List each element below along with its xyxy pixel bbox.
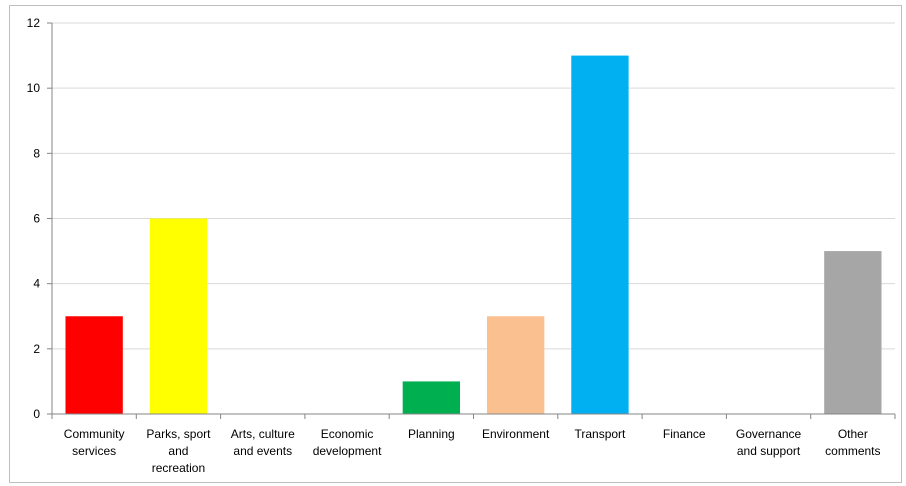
x-tick-label-line: Finance <box>663 427 706 441</box>
y-tick-label: 10 <box>27 81 41 95</box>
bar <box>486 316 545 414</box>
x-tick-label: Parks, sport and recreation <box>146 427 211 475</box>
x-tick-label: Economic development <box>313 427 382 458</box>
x-tick-label-line: Environment <box>482 427 550 441</box>
y-tick-label: 4 <box>33 277 40 291</box>
x-tick-label: Community services <box>64 427 125 458</box>
y-tick-label: 0 <box>33 407 40 421</box>
x-tick-label-line: services <box>72 444 116 458</box>
x-tick-label-line: Planning <box>408 427 455 441</box>
y-tick-label: 2 <box>33 342 40 356</box>
x-tick-label-line: comments <box>825 444 880 458</box>
bar <box>402 381 461 414</box>
x-tick-label: Other comments <box>825 427 880 458</box>
x-tick-label-line: Arts, culture <box>231 427 295 441</box>
x-tick-label-line: Transport <box>574 427 626 441</box>
x-tick-label: Finance <box>663 427 706 441</box>
bar <box>824 251 882 414</box>
y-axis-ticks: 0 2 4 6 8 10 12 <box>27 16 52 421</box>
x-tick-label: Planning <box>408 427 455 441</box>
y-tick-label: 6 <box>33 212 40 226</box>
x-tick-label-line: development <box>313 444 382 458</box>
x-tick-label: Environment <box>482 427 550 441</box>
bars <box>65 55 882 414</box>
x-tick-label: Governance and support <box>736 427 802 458</box>
y-tick-label: 12 <box>27 16 41 30</box>
x-tick-label-line: Parks, sport <box>146 427 211 441</box>
x-tick-label-line: Other <box>838 427 868 441</box>
bar <box>571 55 629 414</box>
x-tick-label-line: recreation <box>152 461 205 475</box>
bar <box>149 218 208 414</box>
x-tick-label-line: Governance <box>736 427 802 441</box>
x-tick-label-line: Community <box>64 427 125 441</box>
x-tick-label-line: Economic <box>321 427 374 441</box>
y-tick-label: 8 <box>33 146 40 160</box>
x-tick-label-line: and support <box>737 444 801 458</box>
x-tick-label-line: and <box>168 444 188 458</box>
x-tick-label: Transport <box>574 427 626 441</box>
x-axis-labels: Community services Parks, sport and recreati… <box>64 427 881 475</box>
bar <box>65 316 123 414</box>
x-tick-label-line: and events <box>233 444 292 458</box>
x-tick-label: Arts, culture and events <box>231 427 295 458</box>
